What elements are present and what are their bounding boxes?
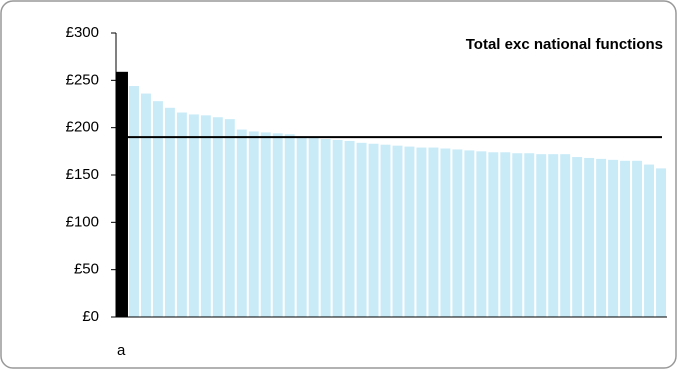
- bar: [644, 164, 655, 317]
- bar: [284, 134, 295, 317]
- bar: [356, 142, 367, 317]
- bar: [128, 86, 139, 317]
- bar: [440, 148, 451, 317]
- bar: [596, 158, 607, 317]
- bar: [140, 93, 151, 317]
- y-tick-label: £250: [66, 71, 99, 88]
- bar: [560, 154, 571, 317]
- bar: [476, 151, 487, 317]
- bar: [524, 153, 535, 317]
- y-tick-label: £200: [66, 119, 99, 136]
- x-tick-label: a: [117, 342, 126, 359]
- y-tick-label: £50: [74, 261, 99, 278]
- y-tick-label: £300: [66, 24, 99, 41]
- bar: [428, 147, 439, 317]
- bar: [164, 107, 175, 317]
- bar: [152, 101, 163, 317]
- bar: [272, 133, 283, 317]
- y-tick-label: £100: [66, 213, 99, 230]
- bar: [236, 129, 247, 317]
- bar: [188, 114, 199, 317]
- y-tick-label: £0: [82, 308, 99, 325]
- bar: [380, 144, 391, 317]
- bar: [116, 71, 128, 318]
- bar: [608, 159, 619, 317]
- bar: [308, 138, 319, 317]
- bar: [464, 150, 475, 317]
- bar: [572, 157, 583, 317]
- bar: [620, 160, 631, 317]
- bar: [224, 119, 235, 317]
- bar: [260, 132, 271, 317]
- bar: [632, 160, 643, 317]
- bar: [368, 143, 379, 317]
- bar: [548, 154, 559, 317]
- bar: [200, 115, 211, 317]
- bar: [416, 147, 427, 317]
- bar: [248, 131, 259, 317]
- bar: [176, 112, 187, 318]
- bar: [404, 146, 415, 317]
- bar: [332, 139, 343, 317]
- bar: [296, 137, 307, 317]
- bar: [488, 152, 499, 317]
- bar: [656, 168, 666, 317]
- bar: [512, 153, 523, 317]
- bar: [344, 140, 355, 317]
- y-tick-label: £150: [66, 166, 99, 183]
- bar: [212, 117, 223, 318]
- bar: [392, 145, 403, 317]
- bar: [584, 157, 595, 317]
- bar: [500, 152, 511, 317]
- bar: [320, 139, 331, 317]
- bar: [452, 149, 463, 317]
- bar: [536, 154, 547, 317]
- chart-title: Total exc national functions: [466, 36, 663, 53]
